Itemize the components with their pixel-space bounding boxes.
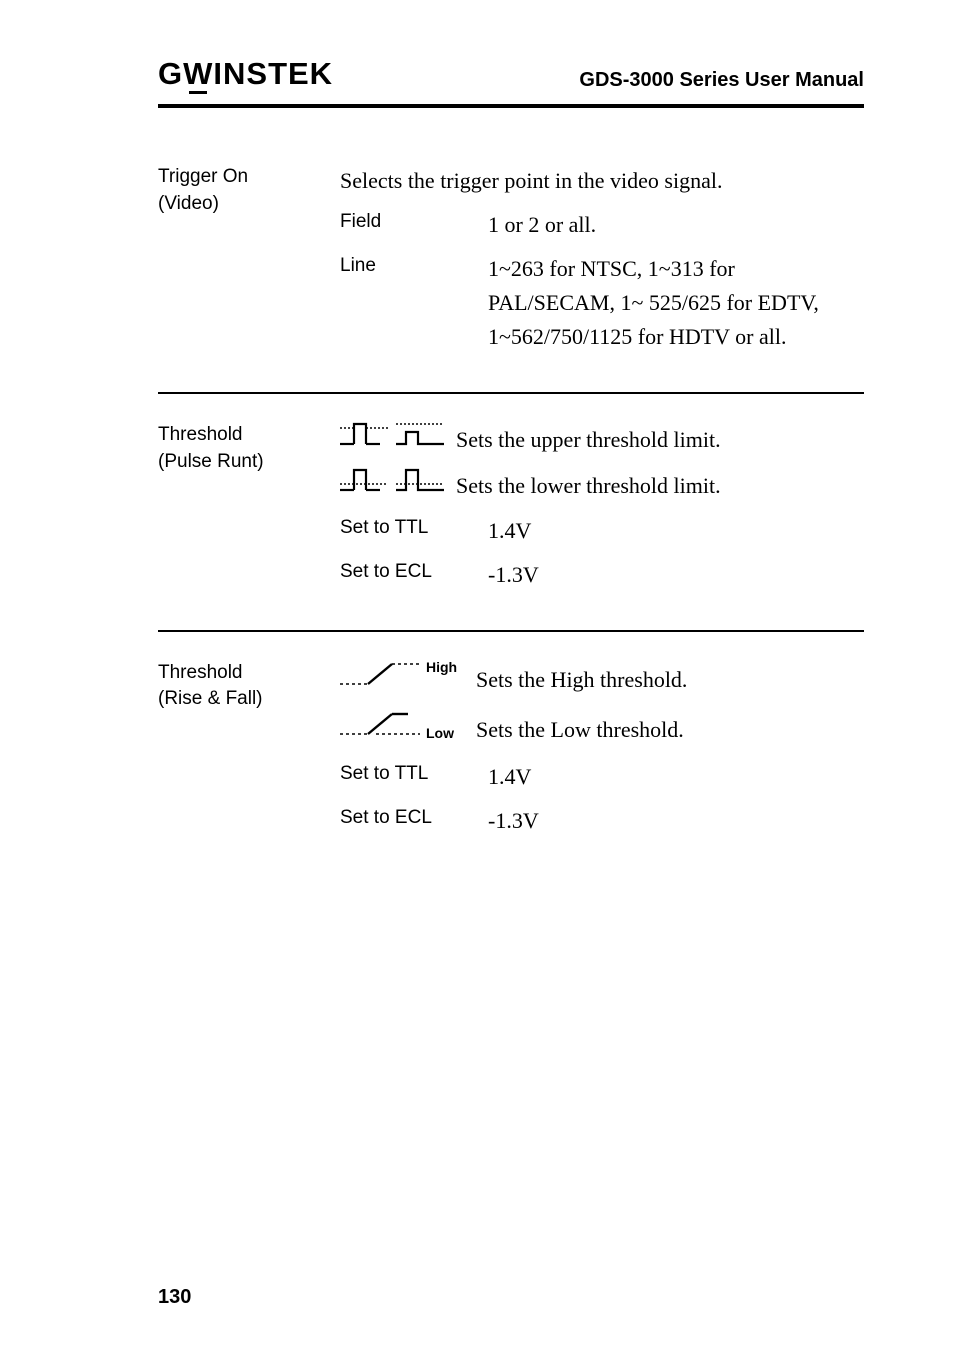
svg-text:Low: Low [426, 725, 454, 740]
section-divider [158, 630, 864, 632]
label-line-1: Trigger On [158, 164, 340, 191]
ttl-value: 1.4V [488, 514, 864, 548]
label-line-2: (Video) [158, 191, 340, 218]
ecl-label: Set to ECL [340, 558, 488, 592]
field-value: 1 or 2 or all. [488, 208, 864, 242]
header-divider [158, 104, 864, 108]
page-number: 130 [158, 1286, 191, 1309]
line-value: 1~263 for NTSC, 1~313 for PAL/SECAM, 1~ … [488, 252, 864, 354]
ttl-value: 1.4V [488, 760, 864, 794]
threshold-pulse-runt-block: Threshold (Pulse Runt) [158, 422, 864, 602]
label-line-1: Threshold [158, 422, 340, 449]
trigger-intro: Selects the trigger point in the video s… [340, 164, 864, 198]
field-label: Field [340, 208, 488, 242]
block-label: Trigger On (Video) [158, 164, 340, 364]
ttl-label: Set to TTL [340, 760, 488, 794]
brand-logo: GWINSTEK [158, 56, 333, 92]
threshold-rise-fall-block: Threshold (Rise & Fall) High Sets the Hi… [158, 660, 864, 848]
lower-threshold-icon [340, 468, 448, 504]
low-threshold-icon: Low [340, 710, 468, 750]
high-threshold-icon: High [340, 660, 468, 700]
label-line-1: Threshold [158, 660, 340, 687]
ecl-label: Set to ECL [340, 804, 488, 838]
low-threshold-text: Sets the Low threshold. [476, 713, 684, 747]
line-label: Line [340, 252, 488, 354]
ecl-value: -1.3V [488, 558, 864, 592]
lower-threshold-text: Sets the lower threshold limit. [456, 469, 721, 503]
upper-threshold-icon [340, 422, 448, 458]
document-title: GDS-3000 Series User Manual [579, 69, 864, 92]
label-line-2: (Rise & Fall) [158, 686, 340, 713]
ttl-label: Set to TTL [340, 514, 488, 548]
block-label: Threshold (Pulse Runt) [158, 422, 340, 602]
trigger-on-video-block: Trigger On (Video) Selects the trigger p… [158, 164, 864, 364]
svg-text:High: High [426, 660, 457, 675]
page-header: GWINSTEK GDS-3000 Series User Manual [158, 56, 864, 100]
label-line-2: (Pulse Runt) [158, 449, 340, 476]
block-label: Threshold (Rise & Fall) [158, 660, 340, 848]
high-threshold-text: Sets the High threshold. [476, 663, 687, 697]
upper-threshold-text: Sets the upper threshold limit. [456, 423, 721, 457]
section-divider [158, 392, 864, 394]
ecl-value: -1.3V [488, 804, 864, 838]
